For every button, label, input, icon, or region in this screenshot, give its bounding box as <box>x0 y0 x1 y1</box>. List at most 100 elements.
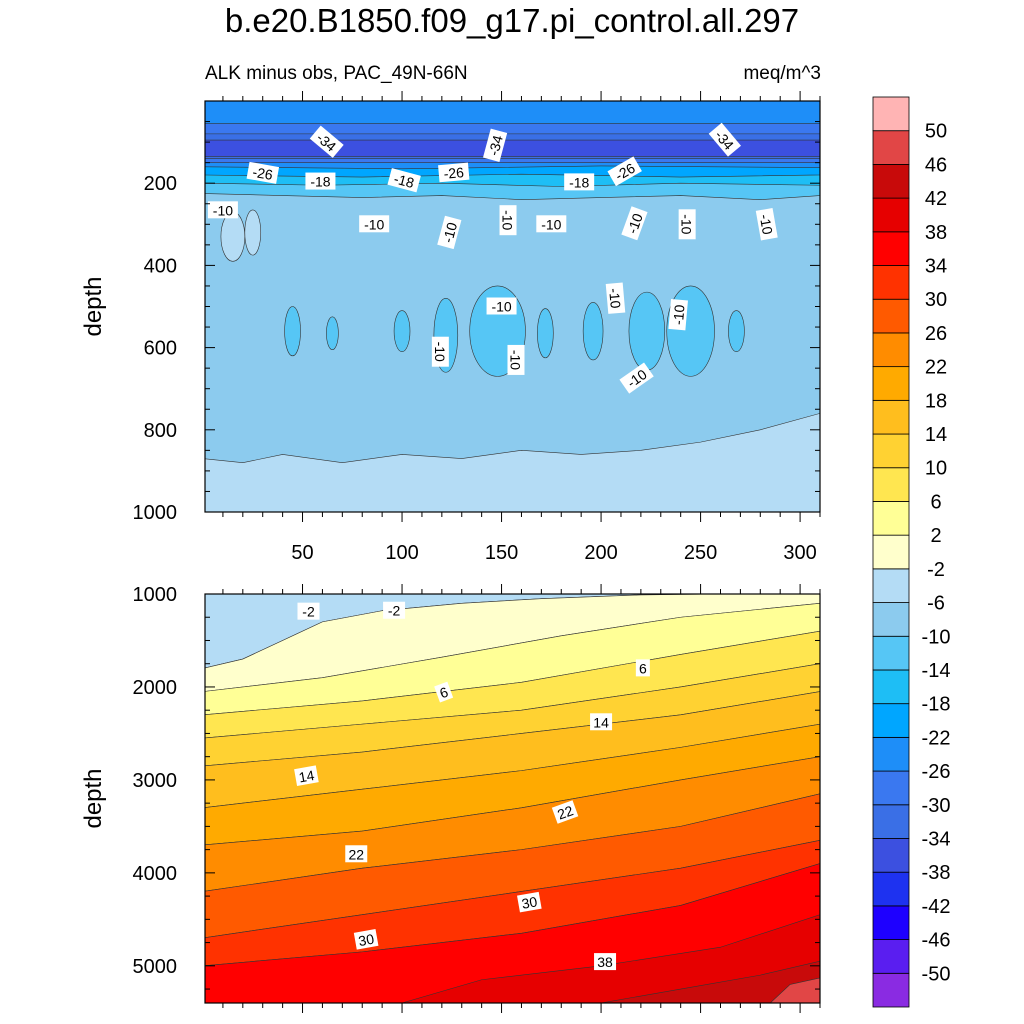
colorbar-level-label: 46 <box>925 154 947 176</box>
colorbar-swatch-1 <box>872 939 910 974</box>
svg-text:-18: -18 <box>392 170 416 191</box>
colorbar-level-label: 6 <box>930 491 941 513</box>
colorbar-swatch-20 <box>872 298 910 334</box>
colorbar-level-label: -42 <box>922 896 951 918</box>
colorbar-level-label: -26 <box>922 761 951 783</box>
upper-contour-label-9: -10 <box>207 201 238 219</box>
colorbar-level-label: -14 <box>922 660 951 682</box>
lower-y-tick-label: 4000 <box>133 863 178 885</box>
upper-contour-label-6: -18 <box>305 172 336 190</box>
colorbar-level-label: 2 <box>930 525 941 547</box>
lower-contour-label-2: 6 <box>434 681 454 703</box>
upper-x-tick-label: 150 <box>485 542 518 564</box>
svg-text:6: 6 <box>639 660 647 676</box>
upper-contour-blob-10 <box>220 211 246 262</box>
lower-contour-label-4: 14 <box>294 765 319 786</box>
variable-subtitle: ALK minus obs, PAC_49N-66N <box>205 63 468 84</box>
svg-text:-10: -10 <box>679 214 695 234</box>
svg-text:14: 14 <box>297 767 315 785</box>
lower-contour-label-0: -2 <box>297 602 320 620</box>
svg-text:-10: -10 <box>500 210 516 230</box>
upper-contour-label-15: -10 <box>678 209 696 240</box>
upper-y-axis-label: depth <box>80 276 107 336</box>
colorbar-swatch-17 <box>872 399 910 435</box>
upper-contour-label-20: -10 <box>431 336 449 367</box>
colorbar-swatch-22 <box>872 231 910 266</box>
lower-contour-label-1: -2 <box>383 601 406 619</box>
colorbar-swatch-13 <box>872 534 910 570</box>
colorbar-swatch-3 <box>872 871 910 907</box>
colorbar-level-label: 22 <box>925 357 947 379</box>
colorbar-swatch-8 <box>872 703 910 738</box>
lower-y-tick-label: 1000 <box>133 584 178 606</box>
upper-contour-blob-5 <box>537 308 554 359</box>
colorbar-level-label: -2 <box>927 559 945 581</box>
lower-contour-band-13 <box>205 977 820 1003</box>
colorbar-level-label: 14 <box>925 424 947 446</box>
lower-contour-label-6: 22 <box>345 845 368 863</box>
svg-text:-10: -10 <box>491 299 511 315</box>
colorbar-level-label: 50 <box>925 121 947 143</box>
upper-y-tick-label: 600 <box>144 338 177 360</box>
upper-contour-label-19: -10 <box>668 298 688 331</box>
colorbar-swatch-7 <box>872 736 910 772</box>
colorbar-level-label: -50 <box>922 963 951 985</box>
lower-contour-label-7: 22 <box>551 800 579 824</box>
colorbar-level-label: 18 <box>925 390 947 412</box>
upper-depth-panel: -34 -34 -34-26 -26 -26-18 -18 -18-10-10 -10-10-… <box>80 91 821 564</box>
lower-contour-label-9: 30 <box>517 891 542 913</box>
upper-contour-blob-2 <box>393 310 411 353</box>
upper-contour-label-1: -34 <box>483 128 508 162</box>
lower-depth-panel: -2 -2 6 6 14 14 22 22 30 30 38 1000 2000 3000 4000 5000… <box>80 584 821 1013</box>
colorbar-swatch-9 <box>872 669 910 705</box>
svg-text:-10: -10 <box>439 220 460 244</box>
upper-x-tick-label: 250 <box>684 542 717 564</box>
colorbar-level-label: 34 <box>925 256 947 278</box>
colorbar-swatch-14 <box>872 501 910 536</box>
svg-text:-2: -2 <box>388 603 401 619</box>
colorbar-level-label: -6 <box>927 593 945 615</box>
colorbar-level-label: -34 <box>922 828 951 850</box>
lower-contour-label-8: 30 <box>353 929 379 950</box>
colorbar-swatch-15 <box>872 467 910 502</box>
svg-text:-2: -2 <box>302 604 315 620</box>
svg-text:22: 22 <box>555 802 575 822</box>
chart-title: b.e20.B1850.f09_g17.pi_control.all.297 <box>224 2 800 39</box>
colorbar-swatch-4 <box>872 838 910 873</box>
svg-text:-18: -18 <box>569 174 589 190</box>
upper-contour-label-7: -18 <box>387 168 421 193</box>
lower-contour-label-3: 6 <box>635 659 650 677</box>
lower-frame <box>204 593 821 1004</box>
upper-contour-label-17: -10 <box>486 297 517 315</box>
units-label: meq/m^3 <box>743 63 821 84</box>
svg-text:30: 30 <box>357 931 375 949</box>
upper-contour-label-16: -10 <box>755 207 778 241</box>
upper-y-tick-label: 800 <box>144 420 177 442</box>
colorbar-swatch-25 <box>872 130 910 165</box>
svg-text:-10: -10 <box>364 216 384 232</box>
colorbar-swatch-21 <box>872 265 910 300</box>
colorbar-swatch-12 <box>872 568 910 603</box>
svg-text:38: 38 <box>597 954 613 970</box>
upper-contour-label-10: -10 <box>359 215 390 233</box>
svg-text:14: 14 <box>593 714 609 730</box>
upper-contour-label-11: -10 <box>437 215 462 250</box>
colorbar-swatch-24 <box>872 164 910 199</box>
colorbar: -50-46-42-38-34-30-26-22-18-14-10-6-2261… <box>872 96 951 1008</box>
svg-text:-10: -10 <box>757 213 776 236</box>
svg-text:-10: -10 <box>213 202 233 218</box>
upper-contour-label-8: -18 <box>564 173 595 191</box>
svg-text:-10: -10 <box>624 211 646 236</box>
colorbar-level-label: 10 <box>925 458 947 480</box>
upper-contour-blob-11 <box>244 209 262 256</box>
colorbar-swatch-6 <box>872 770 910 806</box>
upper-contour-band-9 <box>205 101 820 124</box>
svg-text:-10: -10 <box>507 350 523 370</box>
svg-text:22: 22 <box>348 846 364 862</box>
upper-y-tick-label: 200 <box>144 173 177 195</box>
colorbar-swatch-19 <box>872 332 910 368</box>
svg-text:-10: -10 <box>432 342 448 362</box>
colorbar-swatch-18 <box>872 366 910 401</box>
colorbar-swatch-16 <box>872 433 910 469</box>
